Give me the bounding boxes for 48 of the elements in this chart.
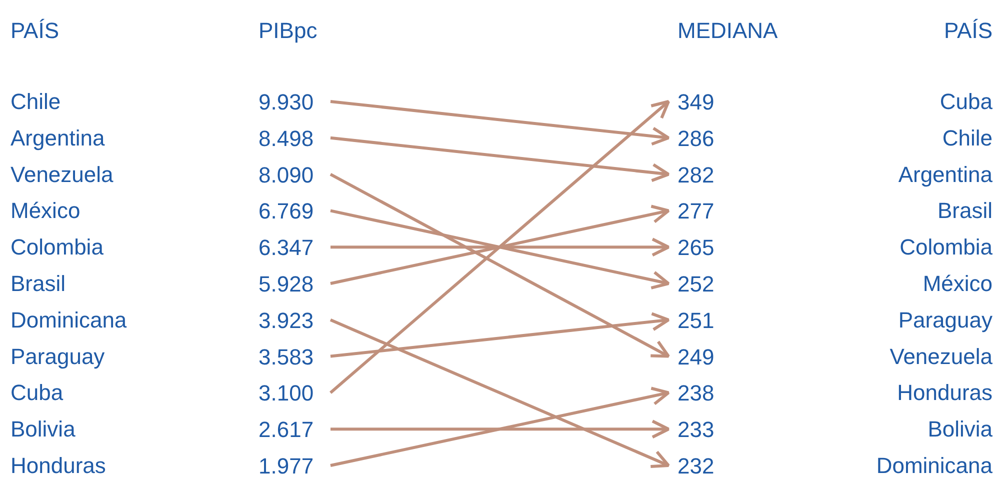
text: PAÍS xyxy=(10,18,60,43)
data-label: 286 xyxy=(678,126,714,151)
category-label: Bolivia xyxy=(928,416,993,442)
category-label: Paraguay xyxy=(898,307,993,332)
legend-label: MEDIANA xyxy=(678,18,778,43)
data-label: 3.923 xyxy=(258,308,314,333)
category-label: Venezuela xyxy=(10,162,114,187)
category-label: Brasil xyxy=(10,271,66,296)
category-label: Argentina xyxy=(10,125,106,150)
category-label: Chile xyxy=(10,89,61,114)
category-label: Chile xyxy=(942,125,993,150)
category-label: Dominicana xyxy=(876,453,993,478)
category-label: México xyxy=(922,271,993,296)
data-label: 6.347 xyxy=(258,235,314,260)
category-label: Honduras xyxy=(10,453,106,478)
data-label: 232 xyxy=(678,454,714,478)
data-label: 277 xyxy=(678,198,714,224)
data-label: 2.617 xyxy=(258,417,314,442)
legend-label: PIBpc xyxy=(258,18,318,43)
category-label: Bolivia xyxy=(10,416,76,442)
category-label: Paraguay xyxy=(10,344,105,369)
data-label: 1.977 xyxy=(258,454,314,478)
data-label: 6.769 xyxy=(258,198,314,224)
category-label: Cuba xyxy=(940,89,992,114)
data-label: 5.928 xyxy=(258,272,314,296)
text: PAÍS xyxy=(944,18,993,43)
data-label: 265 xyxy=(678,235,714,260)
data-label: 233 xyxy=(678,417,714,442)
data-label: 252 xyxy=(678,272,714,296)
category-label: Brasil xyxy=(937,198,993,224)
data-label: 3.583 xyxy=(258,344,314,370)
category-label: Argentina xyxy=(898,162,993,187)
data-label: 8.498 xyxy=(258,126,314,151)
data-label: 3.100 xyxy=(258,380,314,406)
category-label: Colombia xyxy=(900,234,993,260)
data-label: 9.930 xyxy=(258,90,314,114)
data-label: 249 xyxy=(678,344,714,370)
category-label: Dominicana xyxy=(10,307,128,332)
data-label: 349 xyxy=(678,90,714,114)
data-label: 251 xyxy=(678,308,714,333)
data-label: 282 xyxy=(678,162,714,188)
data-label: 8.090 xyxy=(258,162,314,188)
category-label: México xyxy=(10,198,80,224)
category-label: Venezuela xyxy=(890,344,993,369)
category-label: Colombia xyxy=(10,234,104,260)
data-label: 238 xyxy=(678,380,714,406)
category-label: Honduras xyxy=(897,380,992,406)
category-label: Cuba xyxy=(10,380,64,406)
